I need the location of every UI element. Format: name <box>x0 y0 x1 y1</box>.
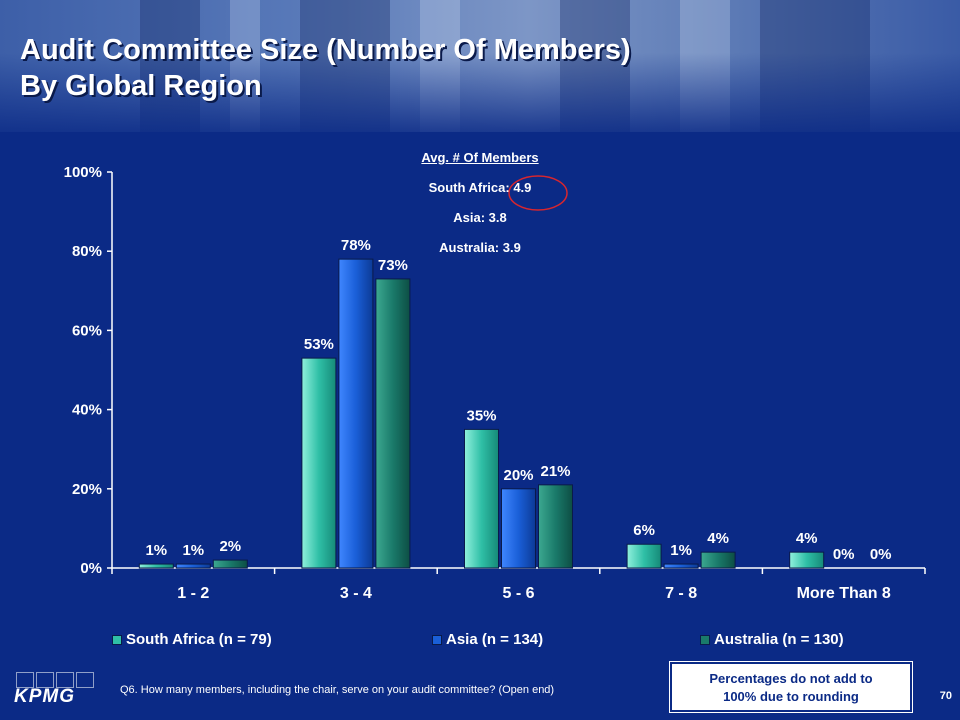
legend-label-asia: Asia (n = 134) <box>446 631 544 648</box>
y-tick-label: 100% <box>64 164 102 181</box>
y-tick-label: 0% <box>80 560 102 577</box>
data-label: 0% <box>870 546 892 563</box>
data-label: 1% <box>670 542 692 559</box>
kpmg-logo-text: KPMG <box>14 686 75 707</box>
y-tick-label: 20% <box>72 481 102 498</box>
legend-label-australia: Australia (n = 130) <box>714 631 844 648</box>
x-tick-label: 7 - 8 <box>665 585 697 602</box>
average-asia: Asia: 3.8 <box>453 210 507 225</box>
data-label: 20% <box>503 467 533 484</box>
survey-question-footnote: Q6. How many members, including the chai… <box>120 684 555 696</box>
data-label: 35% <box>466 407 496 424</box>
bar-australia-7-8 <box>700 551 736 569</box>
bar-australia-3-4 <box>375 278 411 569</box>
x-tick-label: 5 - 6 <box>502 585 534 602</box>
x-tick-label: 3 - 4 <box>340 585 372 602</box>
bar-south-africa-5-6 <box>464 428 499 569</box>
legend-swatch-australia <box>700 634 710 645</box>
legend: South Africa (n = 79) Asia (n = 134) Aus… <box>112 631 932 651</box>
data-label: 73% <box>378 257 408 274</box>
bar-australia-1-2 <box>212 559 248 569</box>
rounding-note-line-1: Percentages do not add to <box>709 671 873 686</box>
bar-south-africa-7-8 <box>626 543 662 569</box>
bar-asia-5-6 <box>501 488 536 569</box>
bar-australia-5-6 <box>538 484 573 569</box>
bar-asia-3-4 <box>338 258 374 569</box>
data-label: 6% <box>633 522 655 539</box>
legend-swatch-south-africa <box>112 634 122 645</box>
bar-south-africa-3-4 <box>301 357 337 569</box>
data-label: 78% <box>341 237 371 254</box>
average-members-title: Avg. # Of Members <box>421 150 539 165</box>
legend-swatch-asia <box>432 634 442 645</box>
data-label: 53% <box>304 336 334 353</box>
slide-title-line-1: Audit Committee Size (Number Of Members) <box>20 34 631 66</box>
legend-item-australia: Australia (n = 130) <box>700 631 844 648</box>
highlight-circle <box>508 175 568 211</box>
average-australia: Australia: 3.9 <box>439 240 521 255</box>
bar-asia-1-2 <box>175 563 211 569</box>
bar-south-africa-more-than-8 <box>789 551 825 569</box>
y-tick-label: 80% <box>72 243 102 260</box>
bar-south-africa-1-2 <box>138 563 174 569</box>
bars <box>138 258 825 569</box>
slide-title: Audit Committee Size (Number Of Members)… <box>20 32 780 104</box>
average-south-africa: South Africa: 4.9 <box>428 180 532 195</box>
rounding-note-box: Percentages do not add to 100% due to ro… <box>669 661 913 713</box>
legend-item-asia: Asia (n = 134) <box>432 631 543 648</box>
kpmg-logo: KPMG <box>14 672 98 712</box>
legend-item-south-africa: South Africa (n = 79) <box>112 631 272 648</box>
data-label: 21% <box>540 463 570 480</box>
x-tick-label: 1 - 2 <box>177 585 209 602</box>
bar-asia-7-8 <box>663 563 699 569</box>
x-tick-label: More Than 8 <box>797 585 891 602</box>
data-label: 4% <box>796 530 818 547</box>
rounding-note-line-2: 100% due to rounding <box>723 689 859 704</box>
data-label: 1% <box>145 542 167 559</box>
y-tick-label: 40% <box>72 402 102 419</box>
page-number: 70 <box>939 690 952 702</box>
data-label: 0% <box>833 546 855 563</box>
header-band <box>0 0 960 132</box>
average-members-box: Avg. # Of Members South Africa: 4.9 Asia… <box>380 150 580 270</box>
slide-title-line-2: By Global Region <box>20 70 262 102</box>
data-label: 2% <box>219 538 241 555</box>
data-label: 4% <box>707 530 729 547</box>
y-tick-label: 60% <box>72 322 102 339</box>
legend-label-south-africa: South Africa (n = 79) <box>126 631 272 648</box>
data-label: 1% <box>182 542 204 559</box>
labels: 1% 1% 2% 53% 78% 73% 35% 20% 21% 6% 1% 4% 4% 0% 0% <box>145 237 891 563</box>
